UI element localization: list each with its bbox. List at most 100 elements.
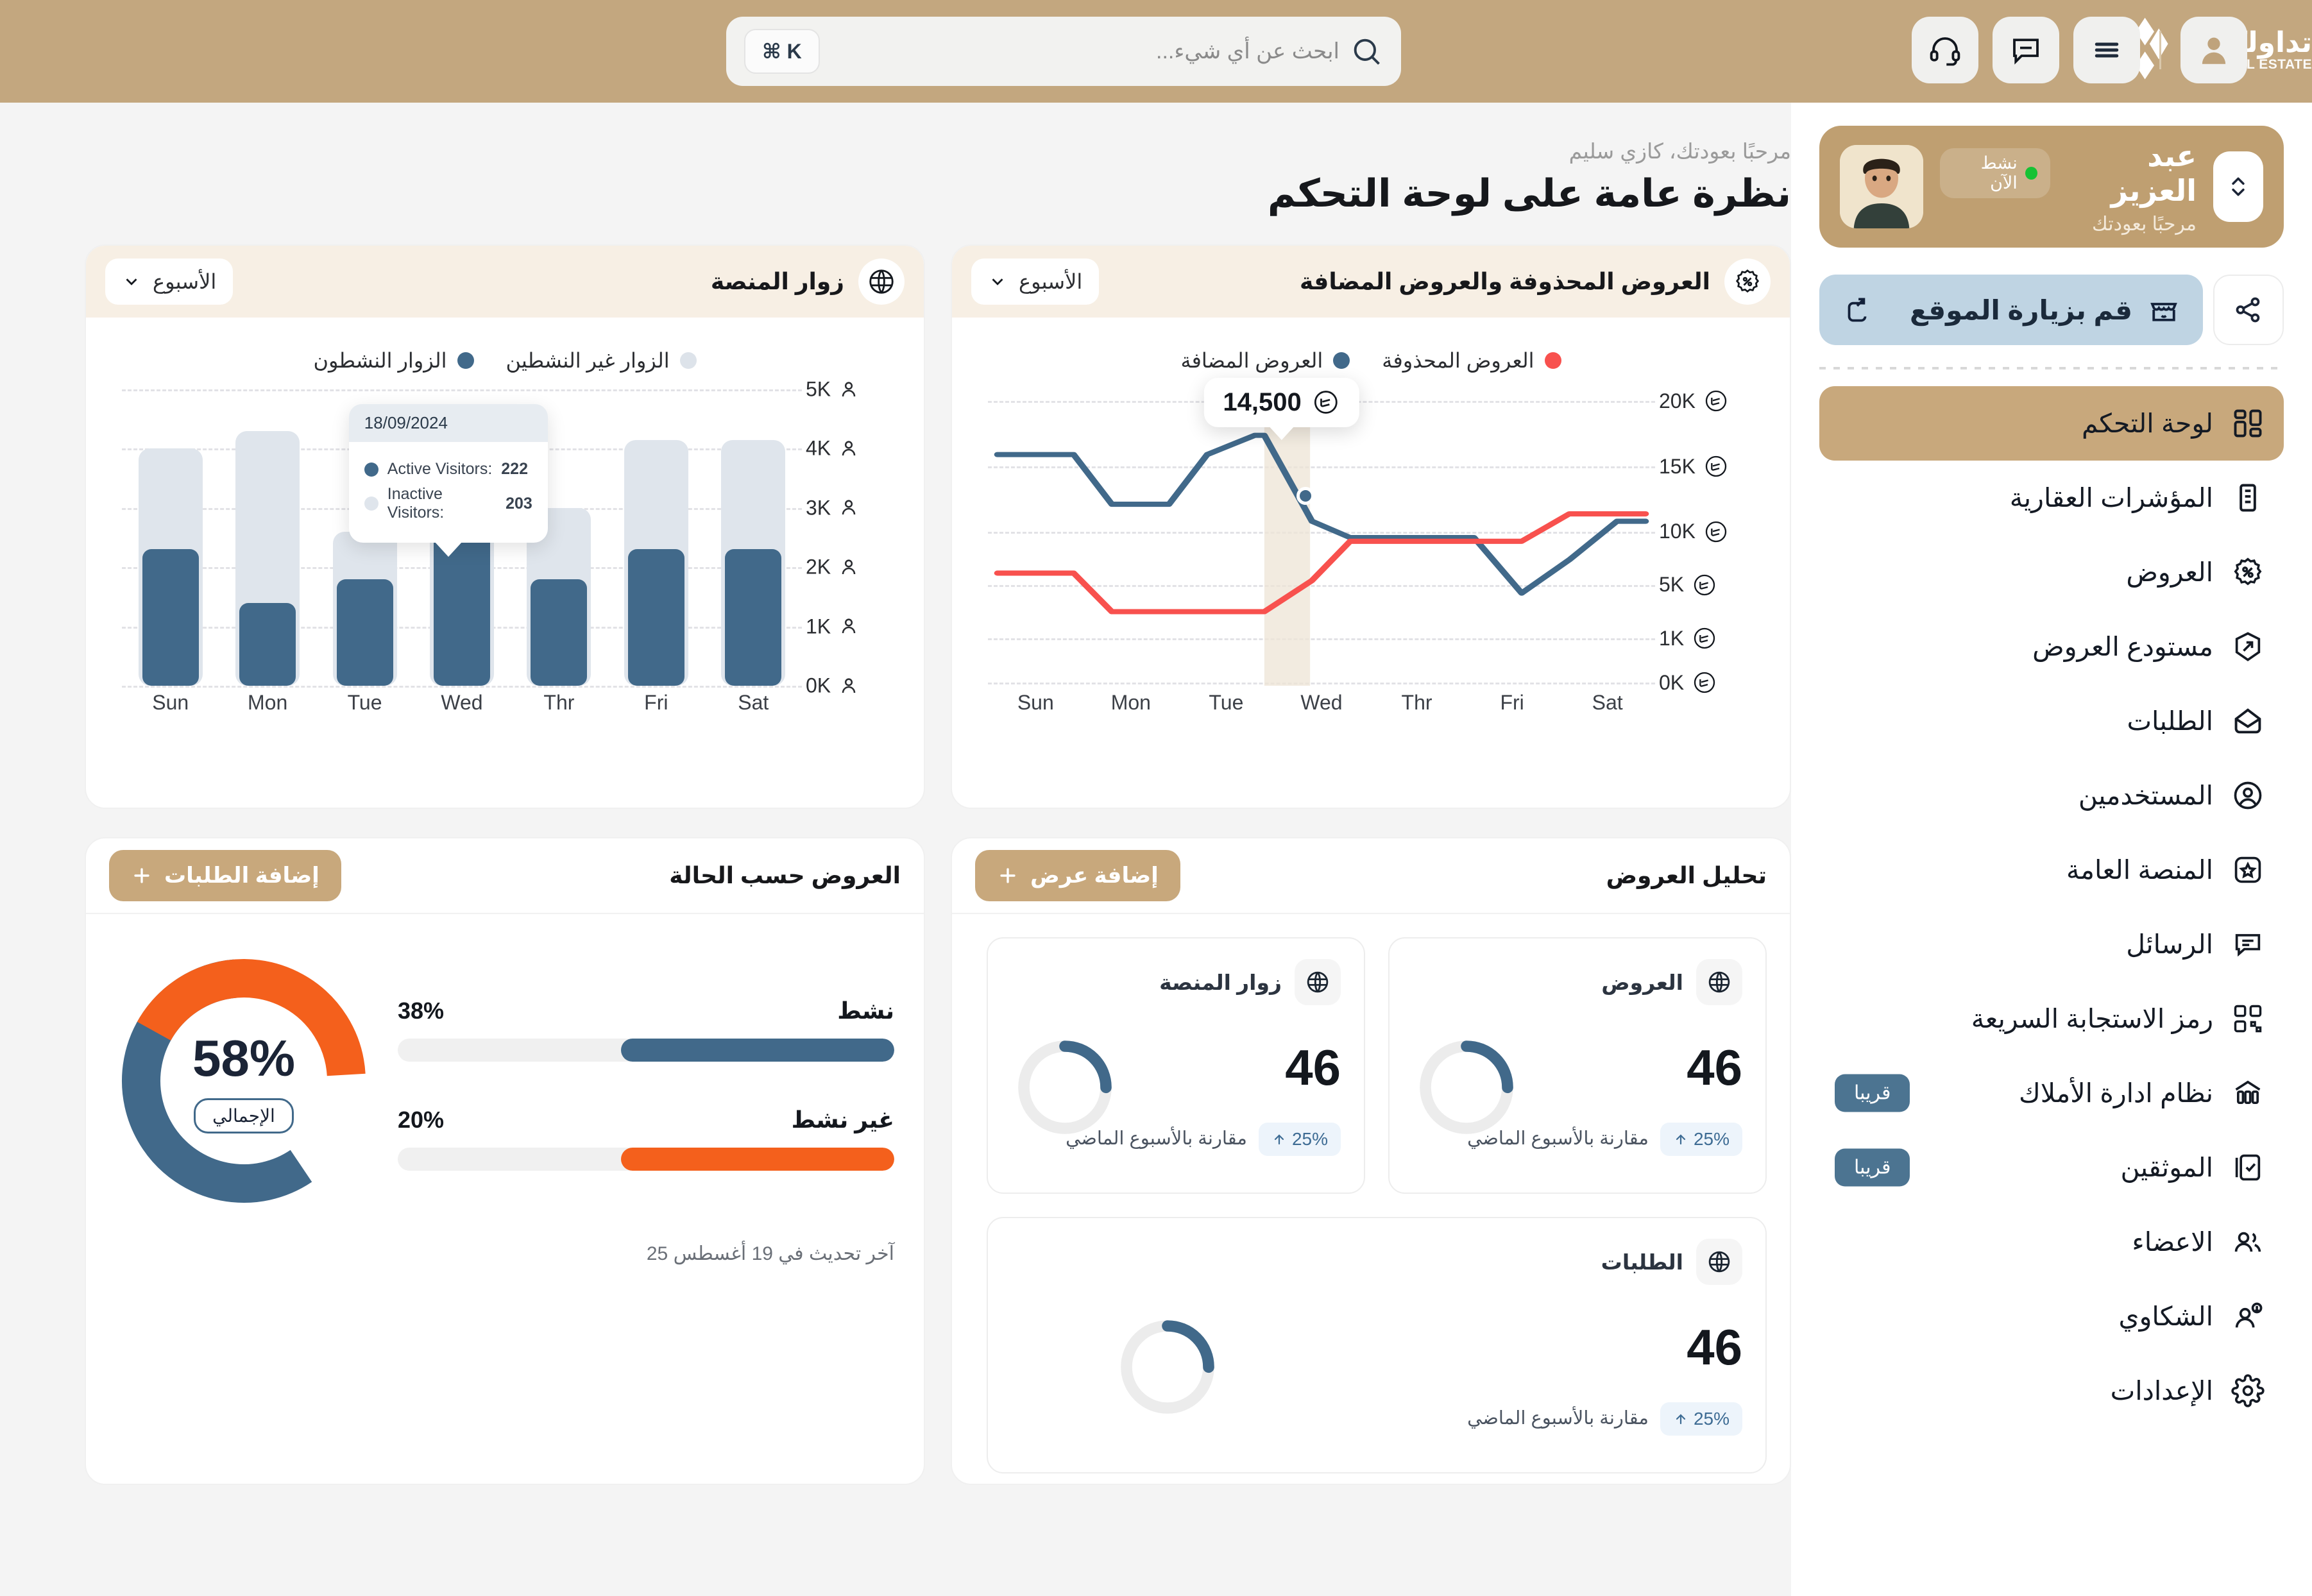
sidebar-item-label: الإعدادات bbox=[2110, 1376, 2213, 1405]
sidebar-item-settings[interactable]: الإعدادات bbox=[1819, 1354, 2284, 1428]
legend-label: العروض المحذوفة bbox=[1382, 349, 1534, 372]
bar-chart-plot: 5K 4K 3K bbox=[122, 378, 856, 697]
stat-label: العروض bbox=[1601, 970, 1683, 994]
y-tick-label: 5K bbox=[806, 377, 831, 401]
visit-site-row: قم بزيارة الموقع bbox=[1819, 275, 2284, 345]
menu-button[interactable] bbox=[2073, 17, 2140, 83]
progress-label: نشط bbox=[837, 998, 894, 1024]
avatar-icon bbox=[2202, 37, 2226, 64]
line-chart-tooltip: 14,500 bbox=[1203, 377, 1359, 440]
y-tick-label: 20K bbox=[1659, 389, 1696, 412]
stat-card-offers[interactable]: العروض 46 25% مقارنة بالأسبوع الماضي bbox=[1388, 937, 1767, 1194]
bar-column bbox=[235, 389, 300, 686]
tooltip-dot-icon bbox=[364, 497, 378, 511]
globe-icon bbox=[1696, 959, 1742, 1005]
legend-label: العروض المضافة bbox=[1180, 349, 1323, 372]
sidebar-item-orders[interactable]: الطلبات bbox=[1819, 684, 2284, 758]
sidebar-item-dashboard[interactable]: لوحة التحكم bbox=[1819, 386, 2284, 461]
arrow-up-icon bbox=[1676, 1414, 1686, 1425]
external-link-icon bbox=[1848, 298, 1867, 322]
card-header: العروض حسب الحالة إضافة الطلبات bbox=[86, 838, 924, 914]
profile-card[interactable]: عبد العزيز نشط الآن مرحبًا بعودتك bbox=[1819, 126, 2284, 248]
support-button[interactable] bbox=[1912, 17, 1978, 83]
sidebar-item-label: الاعضاء bbox=[2132, 1227, 2213, 1257]
donut-center: 58% الإجمالي bbox=[115, 953, 372, 1209]
donut-total-label: الإجمالي bbox=[194, 1098, 294, 1133]
y-tick: 0K bbox=[1659, 670, 1762, 695]
stat-footer: 25% مقارنة بالأسبوع الماضي bbox=[1011, 1402, 1742, 1436]
stat-card-orders[interactable]: الطلبات 46 25% مقارنة بالأسبوع الماضي bbox=[987, 1217, 1767, 1473]
add-orders-button[interactable]: إضافة الطلبات bbox=[109, 850, 341, 901]
sidebar-item-property-management[interactable]: نظام ادارة الأملاك قريبا bbox=[1819, 1056, 2284, 1130]
chevron-down-icon bbox=[126, 278, 137, 285]
charts-row: العروض المحذوفة والعروض المضافة الأسبوع … bbox=[0, 244, 1791, 809]
y-tick: 20K bbox=[1659, 388, 1762, 414]
sidebar-item-users[interactable]: المستخدمين bbox=[1819, 758, 2284, 833]
stat-trend-badge: 25% bbox=[1660, 1402, 1742, 1436]
riyal-icon bbox=[1705, 521, 1727, 542]
coming-soon-badge: قريبا bbox=[1835, 1148, 1910, 1187]
bar-column bbox=[527, 389, 591, 686]
arrow-up-icon bbox=[1676, 1134, 1686, 1145]
add-offer-button[interactable]: إضافة عرض bbox=[975, 850, 1180, 901]
sidebar-item-real-estate-indicators[interactable]: المؤشرات العقارية bbox=[1819, 461, 2284, 535]
stat-trend-badge: 25% bbox=[1258, 1123, 1341, 1156]
legend-dot-icon bbox=[457, 352, 474, 369]
tooltip-value: 203 bbox=[506, 494, 532, 513]
y-tick: 5K bbox=[806, 378, 896, 402]
bar-columns bbox=[122, 389, 802, 686]
sidebar-item-offers-warehouse[interactable]: مستودع العروض bbox=[1819, 609, 2284, 684]
sidebar-nav: لوحة التحكم المؤشرات العقارية bbox=[1819, 386, 2284, 1428]
sidebar-item-complaints[interactable]: الشكاوي bbox=[1819, 1279, 2284, 1354]
tag-icon bbox=[2230, 629, 2266, 665]
period-dropdown[interactable]: الأسبوع bbox=[971, 259, 1100, 305]
sidebar-item-offers[interactable]: العروض bbox=[1819, 535, 2284, 609]
legend-label: الزوار النشطون bbox=[313, 349, 447, 372]
bar-chart: 5K 4K 3K bbox=[112, 378, 898, 723]
sidebar-item-public-platform[interactable]: المنصة العامة bbox=[1819, 833, 2284, 907]
profile-switch-button[interactable] bbox=[2213, 151, 2263, 222]
global-search[interactable]: ابحث عن أي شيء... ⌘ K bbox=[726, 17, 1401, 86]
x-tick-label: Mon bbox=[248, 691, 288, 714]
bar-chart-legend: الزوار غير النشطين الزوار النشطون bbox=[86, 348, 924, 373]
x-tick-label: Wed bbox=[1300, 691, 1343, 714]
discount-icon bbox=[1724, 259, 1771, 305]
y-tick: 10K bbox=[1659, 519, 1762, 545]
sidebar-item-members[interactable]: الاعضاء bbox=[1819, 1205, 2284, 1279]
y-tick-label: 0K bbox=[806, 674, 831, 697]
sidebar-item-label: الشكاوي bbox=[2118, 1302, 2213, 1331]
profile-button[interactable] bbox=[2180, 17, 2247, 83]
tooltip-label: Inactive Visitors: bbox=[387, 485, 445, 522]
search-input[interactable]: ابحث عن أي شيء... bbox=[1156, 39, 1339, 64]
sidebar-item-label: نظام ادارة الأملاك bbox=[2018, 1078, 2213, 1108]
x-tick-label: Fri bbox=[1500, 691, 1524, 714]
messages-button[interactable] bbox=[1993, 17, 2059, 83]
stat-progress-ring bbox=[1420, 1040, 1513, 1134]
add-orders-label: إضافة الطلبات bbox=[164, 863, 319, 888]
x-tick-label: Thr bbox=[1401, 691, 1432, 714]
hamburger-menu-icon bbox=[2095, 42, 2119, 58]
coming-soon-badge: قريبا bbox=[1835, 1074, 1910, 1112]
sidebar-item-label: مستودع العروض bbox=[2032, 632, 2213, 661]
stat-compare-text: مقارنة بالأسبوع الماضي bbox=[1467, 1128, 1649, 1150]
add-offer-label: إضافة عرض bbox=[1030, 863, 1159, 888]
stat-header: العروض bbox=[1413, 959, 1742, 1005]
y-tick-label: 10K bbox=[1659, 520, 1696, 543]
offers-by-status-card: العروض حسب الحالة إضافة الطلبات نشط 38% bbox=[85, 837, 925, 1485]
sidebar-item-messages[interactable]: الرسائل bbox=[1819, 907, 2284, 981]
x-tick-label: Wed bbox=[441, 691, 483, 714]
sidebar-item-qr-code[interactable]: رمز الاستجابة السريعة bbox=[1819, 981, 2284, 1056]
visit-site-button[interactable]: قم بزيارة الموقع bbox=[1819, 275, 2203, 345]
sidebar-item-notaries[interactable]: الموثقين قريبا bbox=[1819, 1130, 2284, 1205]
card-title: العروض المحذوفة والعروض المضافة bbox=[1299, 268, 1710, 294]
stat-card-visitors[interactable]: زوار المنصة 46 25% مقارنة بالأسبوع الماض… bbox=[987, 937, 1365, 1194]
sidebar-item-label: رمز الاستجابة السريعة bbox=[1971, 1004, 2213, 1033]
stat-header: الطلبات bbox=[1011, 1239, 1742, 1285]
bar-column bbox=[138, 389, 203, 686]
period-dropdown[interactable]: الأسبوع bbox=[105, 259, 234, 305]
share-button[interactable] bbox=[2213, 275, 2284, 345]
card-header: العروض المحذوفة والعروض المضافة الأسبوع bbox=[952, 246, 1790, 318]
stat-progress-ring bbox=[1018, 1040, 1112, 1134]
progress-value: 20% bbox=[398, 1107, 445, 1133]
